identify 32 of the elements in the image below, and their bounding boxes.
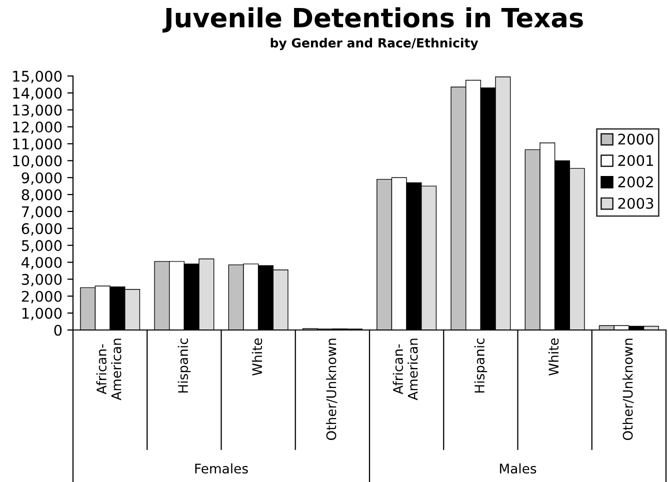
y-tick-label: 7,000 xyxy=(22,206,62,219)
x-tick-label: White xyxy=(548,338,559,376)
legend-label: 2003 xyxy=(618,198,654,209)
chart-subtitle: by Gender and Race/Ethnicity xyxy=(270,38,478,50)
y-tick-label: 9,000 xyxy=(22,172,62,185)
y-tick-label: 15,000 xyxy=(13,70,62,84)
x-tick-label: Hispanic xyxy=(178,338,191,393)
y-tick-label: 12,000 xyxy=(13,122,62,134)
chart-title: Juvenile Detentions in Texas xyxy=(162,7,583,33)
text: Males xyxy=(500,463,536,474)
y-tick-label: 14,000 xyxy=(13,88,62,100)
x-tick-label: African- American xyxy=(392,338,418,400)
legend-label: 2002 xyxy=(618,176,653,188)
legend-label: 2001 xyxy=(618,155,653,166)
y-tick-label: 11,000 xyxy=(13,138,62,151)
y-tick-label: 13,000 xyxy=(13,104,62,118)
x-tick-label: Hispanic xyxy=(474,338,488,393)
y-tick-label: 0 xyxy=(54,324,62,336)
x-tick-label: Other/Unknown xyxy=(326,338,338,440)
x-tick-label: African- American xyxy=(96,338,122,400)
y-tick-label: 3,000 xyxy=(22,274,62,286)
x-tick-label: White xyxy=(252,338,262,376)
y-tick-label: 4,000 xyxy=(22,256,62,270)
text: Females xyxy=(195,463,248,474)
y-tick-label: 5,000 xyxy=(22,240,62,253)
x-tick-label: Other/Unknown xyxy=(622,338,634,440)
y-tick-label: 6,000 xyxy=(22,223,62,236)
y-tick-label: 10,000 xyxy=(13,155,62,168)
legend-label: 2000 xyxy=(618,134,654,145)
y-tick-label: 8,000 xyxy=(22,189,62,202)
y-tick-label: 1,000 xyxy=(22,308,62,320)
y-tick-label: 2,000 xyxy=(22,290,62,304)
